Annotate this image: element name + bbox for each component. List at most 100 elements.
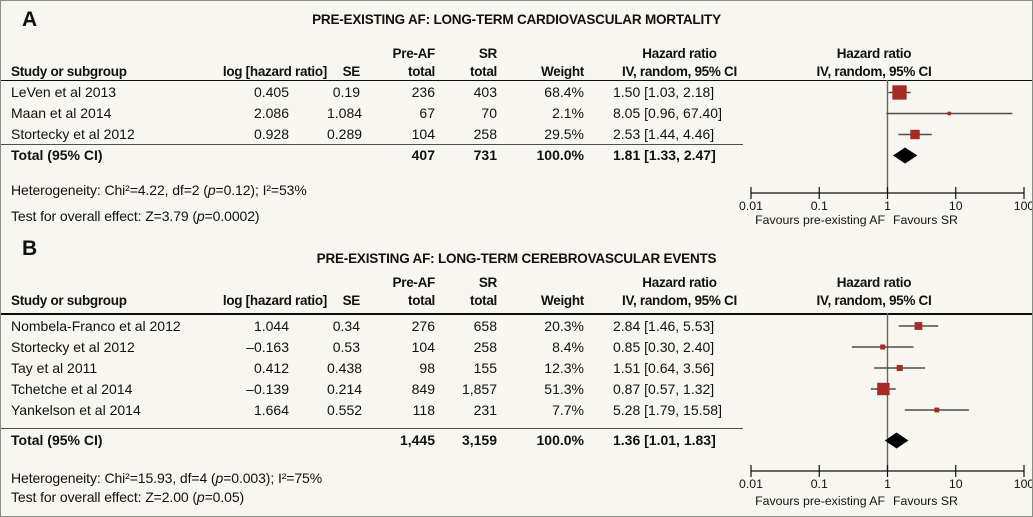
- log-hazard-ratio-value: 2.086: [253, 105, 289, 121]
- effect-square: [877, 382, 890, 396]
- col-header-pre-af: Pre-AF: [392, 46, 436, 61]
- study-name: Stortecky et al 2012: [11, 338, 135, 355]
- log-hazard-ratio-value: 0.405: [253, 84, 289, 100]
- total-se-blank: [327, 430, 363, 451]
- col-header-se: SE: [342, 63, 361, 79]
- col-header-hr-plot-line1: Hazard ratio: [836, 46, 912, 61]
- study-name: LeVen et al 2013: [11, 84, 117, 100]
- axis-tick-label: 0.01: [739, 477, 763, 491]
- col-header-log-hazard-ratio: log [hazard ratio]: [222, 292, 327, 308]
- panel-b-overall-effect: Test for overall effect: Z=2.00 (p=0.05): [11, 488, 244, 507]
- axis-tick-label: 1: [884, 199, 891, 213]
- panel-a-label: A: [22, 8, 37, 31]
- pre-af-total-value: 276: [411, 317, 435, 334]
- effect-square: [914, 322, 923, 330]
- log-hazard-ratio-value: –0.139: [246, 380, 289, 397]
- weight-value: 7.7%: [552, 401, 584, 418]
- study-row: Tay et al 2011 0.412 0.438 98 155 12.3% …: [1, 358, 746, 379]
- effect-square: [934, 407, 940, 413]
- het-p-italic: p: [207, 182, 216, 198]
- total-sr: 3,159: [461, 432, 497, 448]
- se-value: 1.084: [327, 105, 363, 121]
- hazard-ratio-ci-text: 2.53 [1.44, 4.46]: [613, 126, 715, 142]
- weight-value: 8.4%: [552, 338, 584, 355]
- se-value: 0.214: [327, 380, 363, 397]
- summary-diamond: [892, 147, 918, 164]
- total-pre-af: 407: [411, 147, 435, 163]
- pre-af-total-value: 118: [412, 401, 435, 418]
- total-se-blank: [327, 145, 363, 166]
- het-p-italic: p: [215, 470, 224, 486]
- hazard-ratio-ci-text: 1.51 [0.64, 3.56]: [613, 359, 715, 376]
- sr-total-value: 70: [481, 105, 497, 121]
- oe-text-end: =0.0002): [204, 208, 260, 224]
- study-row: Yankelson et al 2014 1.664 0.552 118 231…: [1, 400, 746, 421]
- axis-tick-label: 1: [884, 477, 891, 491]
- col-header-pre-af-total: Pre-AF total: [392, 45, 436, 80]
- total-weight: 100.0%: [536, 147, 584, 163]
- het-text-end: =0.12); I²=53%: [215, 182, 307, 198]
- total-pre-af: 1,445: [399, 432, 435, 448]
- study-row: Tchetche et al 2014 –0.139 0.214 849 1,8…: [1, 379, 746, 400]
- axis-tick-label: 100: [1014, 477, 1032, 491]
- het-text: Heterogeneity: Chi²=15.93, df=4 (: [11, 470, 216, 486]
- sr-total-value: 1,857: [461, 380, 497, 397]
- oe-p-italic: p: [196, 208, 205, 224]
- sr-total-value: 658: [473, 317, 497, 334]
- panel-b-label: B: [22, 237, 37, 260]
- panel-a: A PRE-EXISTING AF: LONG-TERM CARDIOVASCU…: [1, 1, 1032, 234]
- total-divider: [1, 428, 743, 429]
- pre-af-total-value: 104: [411, 126, 435, 142]
- axis-tick-label: 0.01: [739, 199, 763, 213]
- se-value: 0.34: [332, 317, 360, 334]
- col-header-sr-total: SR total: [470, 45, 497, 80]
- axis-tick-label: 10: [949, 199, 963, 213]
- hazard-ratio-ci-text: 0.87 [0.57, 1.32]: [613, 380, 715, 397]
- col-header-study: Study or subgroup: [11, 63, 127, 79]
- col-header-pre-af: Pre-AF: [392, 275, 436, 290]
- sr-total-value: 258: [473, 338, 497, 355]
- sr-total-value: 258: [473, 126, 497, 142]
- weight-value: 2.1%: [552, 105, 584, 121]
- study-name: Maan et al 2014: [11, 105, 112, 121]
- het-text: Heterogeneity: Chi²=4.22, df=2 (: [11, 182, 208, 198]
- axis-tick-label: 100: [1014, 199, 1032, 213]
- total-log-hr-blank: [229, 145, 327, 166]
- total-label: Total (95% CI): [11, 432, 103, 448]
- log-hazard-ratio-value: –0.163: [246, 338, 289, 355]
- col-header-hr-line2: IV, random, 95% CI: [622, 292, 737, 308]
- panel-b-title: PRE-EXISTING AF: LONG-TERM CEREBROVASCUL…: [316, 251, 717, 266]
- sr-total-value: 403: [473, 84, 497, 100]
- se-value: 0.53: [332, 338, 360, 355]
- het-text-end: =0.003); I²=75%: [223, 470, 323, 486]
- col-header-log-hazard-ratio: log [hazard ratio]: [222, 63, 327, 79]
- header-underline: [1, 79, 1032, 81]
- col-header-sr-total-line2: total: [470, 63, 497, 79]
- hazard-ratio-ci-text: 8.05 [0.96, 67.40]: [613, 105, 722, 121]
- summary-diamond: [884, 432, 909, 449]
- col-header-pre-af-total-line2: total: [408, 292, 435, 308]
- panel-a-column-headers: Study or subgroup log [hazard ratio] SE …: [1, 45, 1032, 80]
- header-underline: [1, 313, 1032, 315]
- col-header-hazard-ratio-plot: Hazard ratio IV, random, 95% CI: [746, 274, 1002, 309]
- log-hazard-ratio-value: 1.044: [253, 317, 289, 334]
- sr-total-value: 155: [473, 359, 497, 376]
- col-header-hr-plot-line2: IV, random, 95% CI: [816, 292, 932, 308]
- pre-af-total-value: 104: [411, 338, 435, 355]
- se-value: 0.438: [327, 359, 363, 376]
- effect-square: [880, 344, 886, 350]
- hazard-ratio-ci-text: 0.85 [0.30, 2.40]: [613, 338, 715, 355]
- oe-p-italic: p: [196, 489, 205, 505]
- weight-value: 68.4%: [544, 84, 584, 100]
- log-hazard-ratio-value: 0.412: [253, 359, 289, 376]
- favours-left-label: Favours pre-existing AF: [755, 494, 885, 508]
- sr-total-value: 231: [473, 401, 497, 418]
- pre-af-total-value: 849: [411, 380, 435, 397]
- panel-a-heterogeneity: Heterogeneity: Chi²=4.22, df=2 (p=0.12);…: [11, 181, 307, 200]
- col-header-weight: Weight: [541, 292, 584, 308]
- se-value: 0.19: [332, 84, 360, 100]
- oe-text: Test for overall effect: Z=2.00 (: [11, 489, 197, 505]
- col-header-se: SE: [342, 292, 361, 308]
- panel-b-total-row: Total (95% CI) 1,445 3,159 100.0% 1.36 […: [1, 430, 746, 451]
